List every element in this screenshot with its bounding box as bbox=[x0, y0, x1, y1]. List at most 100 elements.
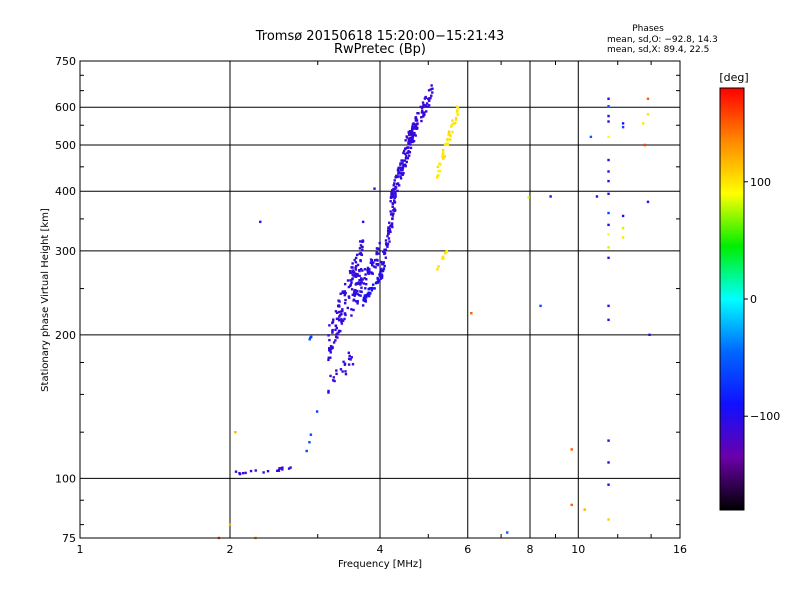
data-point bbox=[334, 328, 337, 332]
data-point bbox=[382, 268, 385, 272]
data-point bbox=[315, 410, 319, 413]
data-point bbox=[356, 300, 359, 303]
data-point bbox=[391, 214, 395, 217]
data-point bbox=[427, 97, 430, 101]
colorbar-label: [deg] bbox=[719, 71, 748, 84]
data-point bbox=[356, 274, 359, 277]
data-point bbox=[607, 518, 610, 521]
data-point bbox=[621, 125, 625, 129]
data-point bbox=[441, 155, 444, 158]
data-point bbox=[361, 245, 364, 249]
data-point bbox=[350, 308, 353, 311]
data-point bbox=[389, 230, 392, 234]
data-point bbox=[355, 253, 359, 257]
data-point bbox=[364, 287, 367, 290]
data-point bbox=[411, 123, 415, 126]
data-point bbox=[389, 195, 393, 199]
data-point bbox=[369, 258, 373, 261]
data-point bbox=[343, 317, 346, 321]
data-point bbox=[385, 242, 388, 245]
data-point bbox=[394, 176, 397, 179]
data-point bbox=[359, 259, 362, 262]
data-point bbox=[368, 270, 371, 273]
data-point bbox=[366, 268, 369, 272]
data-point bbox=[356, 302, 359, 305]
data-point bbox=[449, 125, 453, 128]
data-point bbox=[281, 466, 284, 469]
data-point bbox=[607, 439, 610, 442]
data-point bbox=[329, 345, 333, 348]
data-point bbox=[607, 170, 610, 173]
data-point bbox=[279, 467, 282, 470]
data-point bbox=[401, 172, 405, 175]
data-point bbox=[407, 154, 411, 157]
data-point bbox=[405, 156, 408, 160]
data-point bbox=[391, 205, 394, 209]
data-point bbox=[392, 187, 395, 191]
data-point bbox=[380, 260, 383, 264]
colorbar bbox=[719, 87, 745, 511]
data-point bbox=[335, 326, 339, 330]
data-point bbox=[337, 319, 341, 322]
data-point bbox=[396, 175, 399, 178]
data-point bbox=[607, 233, 610, 236]
data-point bbox=[437, 174, 440, 177]
y-tick-label: 75 bbox=[62, 532, 76, 545]
data-point bbox=[332, 318, 335, 321]
data-point bbox=[348, 354, 351, 358]
chart-subtitle: RwPretec (Bp) bbox=[334, 42, 426, 57]
data-point bbox=[607, 223, 610, 227]
data-point bbox=[351, 273, 354, 276]
data-point bbox=[389, 210, 392, 213]
data-point bbox=[404, 147, 407, 151]
data-point bbox=[373, 259, 377, 262]
data-point bbox=[327, 389, 330, 393]
data-point bbox=[350, 314, 353, 317]
data-point bbox=[405, 154, 408, 158]
data-point bbox=[328, 338, 331, 342]
data-point bbox=[414, 124, 418, 127]
data-point bbox=[646, 200, 650, 204]
x-tick-label: 1 bbox=[77, 543, 84, 556]
data-point bbox=[332, 379, 335, 382]
data-point bbox=[327, 391, 330, 394]
data-point bbox=[648, 333, 651, 337]
data-point bbox=[332, 376, 336, 379]
data-point bbox=[437, 169, 440, 173]
data-point bbox=[421, 109, 424, 113]
data-point bbox=[382, 261, 385, 264]
data-point bbox=[408, 132, 411, 135]
data-point bbox=[411, 140, 414, 144]
data-point bbox=[470, 311, 473, 315]
data-point bbox=[343, 293, 346, 297]
data-point bbox=[352, 291, 356, 295]
data-point bbox=[391, 195, 395, 199]
y-tick-label: 200 bbox=[55, 329, 76, 342]
data-point bbox=[338, 300, 341, 303]
x-tick-label: 8 bbox=[527, 543, 534, 556]
data-point bbox=[334, 335, 338, 339]
data-point bbox=[419, 105, 422, 109]
data-point bbox=[422, 103, 425, 107]
data-point bbox=[402, 149, 406, 153]
data-point bbox=[436, 268, 439, 271]
data-point bbox=[358, 269, 361, 273]
data-point bbox=[607, 192, 610, 196]
data-point bbox=[244, 471, 247, 475]
y-tick-label: 500 bbox=[55, 139, 76, 152]
data-point bbox=[446, 138, 449, 142]
data-point bbox=[262, 471, 265, 474]
data-point bbox=[436, 176, 439, 179]
data-point bbox=[228, 523, 232, 526]
data-point bbox=[589, 135, 593, 139]
data-point bbox=[344, 370, 347, 373]
data-point bbox=[406, 156, 410, 160]
data-point bbox=[350, 356, 353, 359]
data-point bbox=[449, 138, 452, 141]
data-point bbox=[420, 116, 423, 119]
data-point bbox=[249, 469, 253, 473]
data-point bbox=[446, 143, 450, 146]
data-point bbox=[333, 379, 336, 383]
